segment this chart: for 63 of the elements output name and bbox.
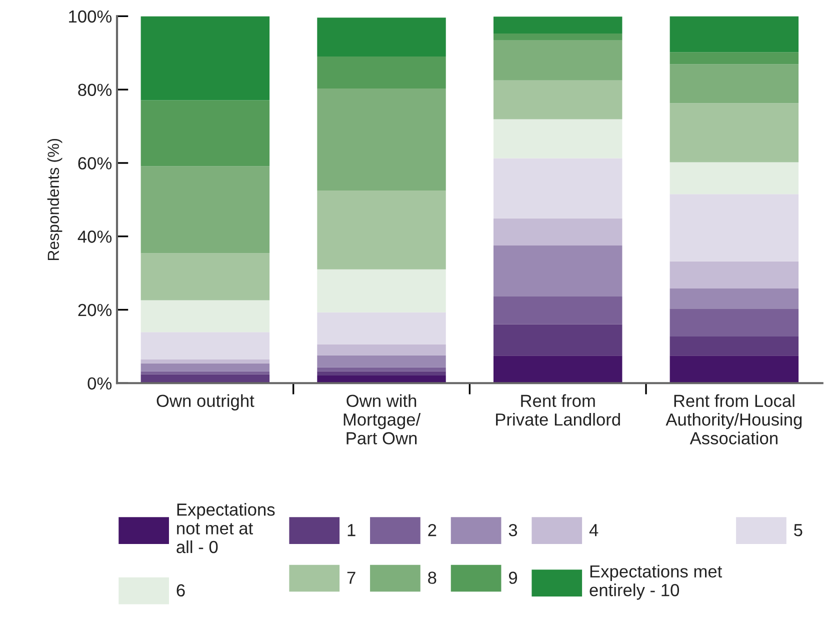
bar [140,16,270,100]
bar [493,33,622,40]
y-tick-label: 60% [78,157,112,170]
bar [670,261,799,288]
bar [140,253,270,300]
bar [493,246,622,297]
bar [670,162,799,194]
bar [317,88,446,190]
bar [493,80,622,120]
bar [670,288,799,309]
bar [493,324,622,356]
bar [493,119,622,158]
bar [670,336,799,356]
bar [317,56,446,88]
y-tick-label: 20% [78,304,112,316]
legend-label: 1 [348,524,356,536]
bar [317,355,446,368]
legend-label: 7 [347,572,356,584]
bar [140,359,270,364]
bar [317,190,446,270]
legend-label: 4 [589,524,598,536]
bar [140,363,270,372]
legend-label: Expectations met entirely - 10 [590,564,722,600]
bar [140,332,270,360]
y-tick-label: 0% [88,377,112,390]
bar [317,371,446,376]
bar [317,367,446,372]
bar [493,158,622,218]
bar [493,296,622,324]
x-tick-label: Own with Mortgage/ Part Own [344,394,421,444]
bar [140,371,270,374]
bar [670,194,799,262]
bar [493,356,622,384]
y-tick-label: 40% [78,230,112,243]
bar [670,16,799,52]
bar [317,312,446,344]
x-tick-label: Rent from Local Authority/Housing Association [666,394,802,444]
bar [670,356,799,384]
bar [670,52,799,64]
bar [317,18,446,57]
legend-label: 3 [508,524,518,536]
bar [317,344,446,356]
x-tick-label: Own outright [156,394,254,410]
bar [493,218,622,246]
y-tick-label: 80% [78,84,112,96]
bar [493,40,622,80]
bar [317,269,446,312]
bar [670,103,799,162]
legend-label: 2 [428,524,436,536]
y-tick-label: 100% [69,10,112,23]
legend-label: Expectations not met at all - 0 [176,503,275,554]
legend-label: 5 [794,524,802,536]
bar [493,16,622,34]
legend-label: 6 [176,584,185,597]
bar [140,166,270,254]
legend-label: 8 [428,572,436,584]
bar [670,308,799,337]
legend-label: 9 [508,572,517,584]
bar [140,300,270,332]
bar [670,64,799,104]
x-tick-label: Rent from Private Landlord [496,394,620,426]
y-axis-title: Respondents (%) [47,138,62,260]
bar [140,100,270,166]
